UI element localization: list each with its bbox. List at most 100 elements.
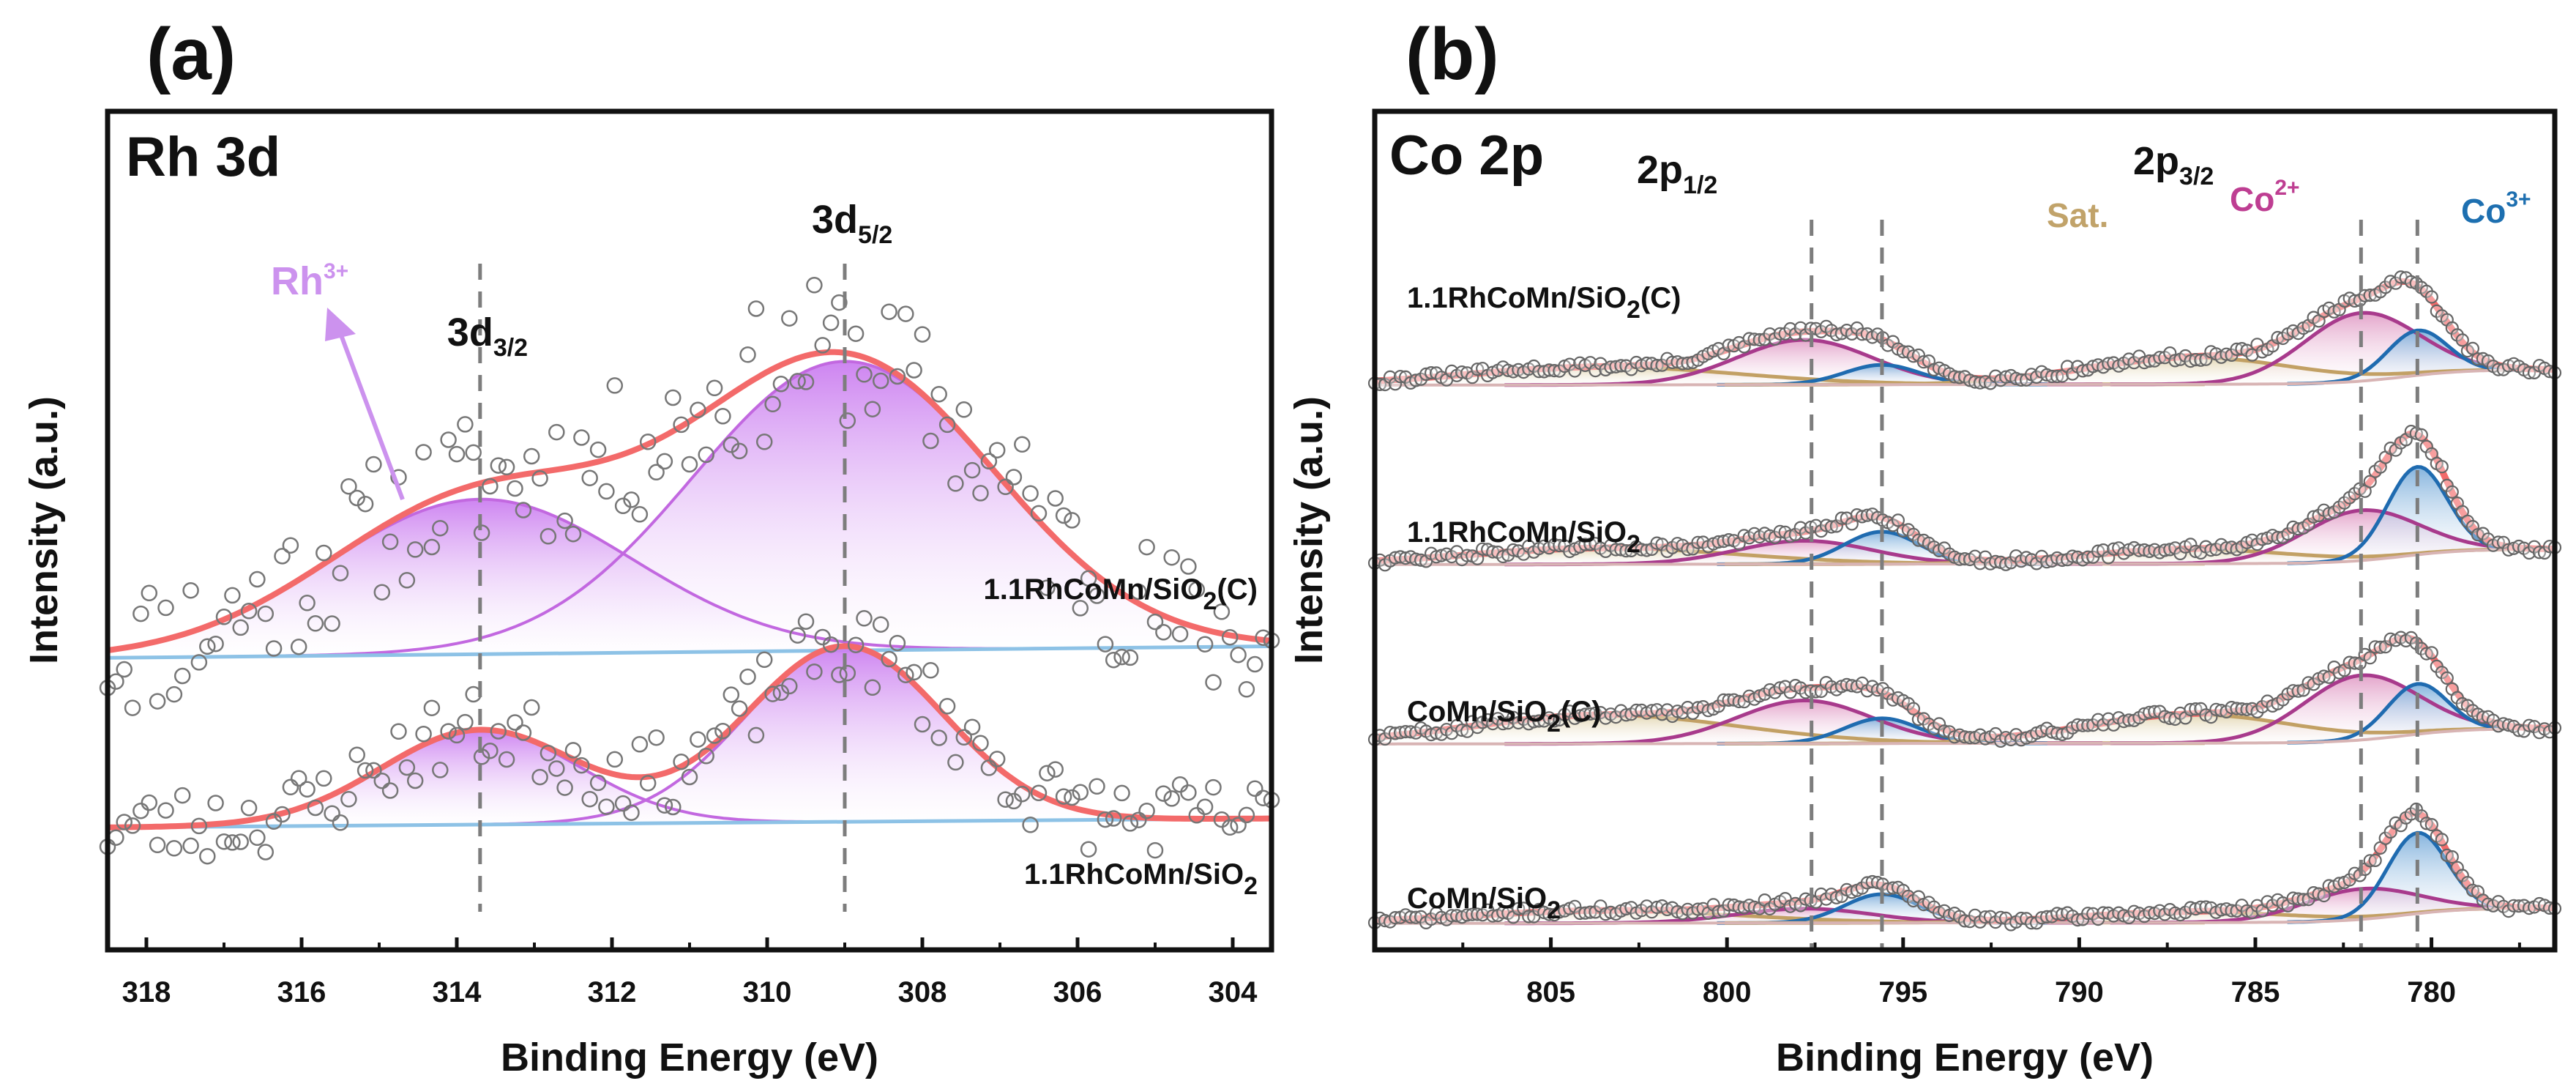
rh-data-point	[598, 483, 615, 500]
rh-data-point	[1055, 507, 1072, 524]
rh-data-point	[1188, 807, 1206, 824]
x-tick-label: 310	[743, 976, 792, 1008]
rh-data-point	[307, 799, 324, 817]
rh-data-point	[173, 667, 191, 685]
co-series-3	[1367, 802, 2562, 932]
rh-data-point	[141, 794, 158, 811]
rh-data-point	[373, 772, 391, 789]
co-data-point	[2455, 333, 2469, 347]
rh-data-point	[1089, 778, 1105, 795]
rh-data-point	[839, 412, 856, 429]
rh-data-point	[690, 731, 706, 748]
rh-data-point	[955, 729, 973, 746]
rh-data-point	[665, 389, 682, 406]
rh-data-point	[764, 395, 781, 413]
rh-data-point	[1014, 436, 1031, 453]
rh-data-point	[1247, 655, 1263, 673]
rh-data-point	[847, 636, 865, 653]
rh-fit-envelope	[107, 643, 1272, 830]
rh-data-point	[1230, 646, 1247, 664]
rh-data-point	[1039, 765, 1056, 781]
rh-data-point	[864, 401, 881, 417]
rh-component-fill	[108, 361, 1272, 658]
rh-data-point	[316, 544, 332, 562]
rh-data-point	[1030, 505, 1048, 522]
rh-data-point	[190, 654, 208, 671]
rh-component-fill	[108, 499, 1272, 658]
rh-data-point	[938, 698, 956, 715]
rh-data-point	[673, 416, 690, 434]
rh-peak-label: 3d5/2	[812, 198, 892, 249]
sample-label: 1.1RhCoMn/SiO2	[1024, 858, 1258, 900]
rh-data-point	[1064, 789, 1080, 806]
rh-data-point	[914, 716, 931, 733]
rh-data-point	[240, 603, 258, 620]
rh-data-point	[423, 538, 441, 556]
rh-data-point	[1180, 784, 1197, 801]
rh-data-point	[1180, 558, 1197, 575]
rh-data-point	[290, 638, 307, 655]
rh-data-point	[564, 525, 582, 543]
rh-data-point	[1022, 485, 1039, 502]
rh-data-point	[1138, 802, 1155, 819]
rh-data-point	[515, 502, 532, 519]
rh-data-point	[831, 666, 848, 683]
rh-data-point	[864, 679, 881, 696]
rh-series-0	[99, 277, 1280, 716]
x-tick-label: 306	[1053, 976, 1102, 1008]
co-co2-fill	[1375, 888, 2555, 923]
x-tick-label: 308	[898, 976, 947, 1008]
rh-data-point	[1171, 625, 1189, 642]
rh-data-point	[856, 610, 873, 627]
rh-data-point	[922, 432, 939, 450]
rh-data-point	[324, 805, 340, 822]
rh-data-point	[149, 836, 166, 854]
rh-data-point	[673, 753, 690, 770]
rh-data-point	[482, 477, 499, 495]
rh-data-point	[365, 762, 382, 779]
rh-data-point	[1230, 817, 1247, 833]
rh-data-point	[1196, 798, 1214, 816]
rh-data-point	[764, 685, 781, 702]
rh-data-point	[847, 325, 865, 342]
rh-data-point	[606, 751, 624, 768]
co-data-point	[2445, 850, 2459, 864]
rh-data-point	[548, 423, 565, 441]
rh-data-point	[564, 742, 582, 759]
rh-data-point	[988, 442, 1006, 458]
rh-data-point	[747, 300, 765, 317]
rh-data-point	[299, 781, 316, 798]
rh-data-point	[498, 458, 515, 476]
rh-data-point	[839, 664, 856, 682]
rh-data-point	[282, 537, 299, 554]
x-tick-label: 318	[122, 976, 171, 1008]
co-data-point	[2368, 853, 2382, 868]
co-co2-fill	[1375, 675, 2555, 744]
panel-b-plot	[1367, 220, 2562, 950]
rh-data-point	[690, 401, 706, 419]
rh-data-point	[199, 847, 216, 865]
co-data-point	[1906, 702, 1920, 716]
rh-data-point	[1238, 806, 1255, 824]
rh-data-point	[747, 726, 765, 744]
rh-data-point	[415, 725, 432, 743]
rh-data-point	[316, 770, 332, 787]
rh-data-point	[398, 759, 416, 776]
rh-data-point	[507, 480, 523, 497]
sat-annotation: Sat.	[2047, 196, 2108, 234]
rh-data-point	[656, 797, 673, 814]
rh-data-point	[423, 699, 441, 716]
rh-data-point	[531, 768, 548, 786]
rh-data-point	[589, 441, 607, 458]
rh-data-point	[648, 729, 665, 746]
rh-data-point	[182, 581, 199, 599]
x-tick-label: 780	[2407, 976, 2456, 1008]
rh-data-point	[398, 572, 416, 589]
co-data-point	[2435, 460, 2449, 474]
rh-data-point	[1221, 819, 1239, 836]
rh-data-point	[116, 661, 132, 678]
co-data-point	[2445, 485, 2459, 499]
rh-data-point	[955, 401, 973, 418]
rh-data-point	[681, 768, 698, 786]
